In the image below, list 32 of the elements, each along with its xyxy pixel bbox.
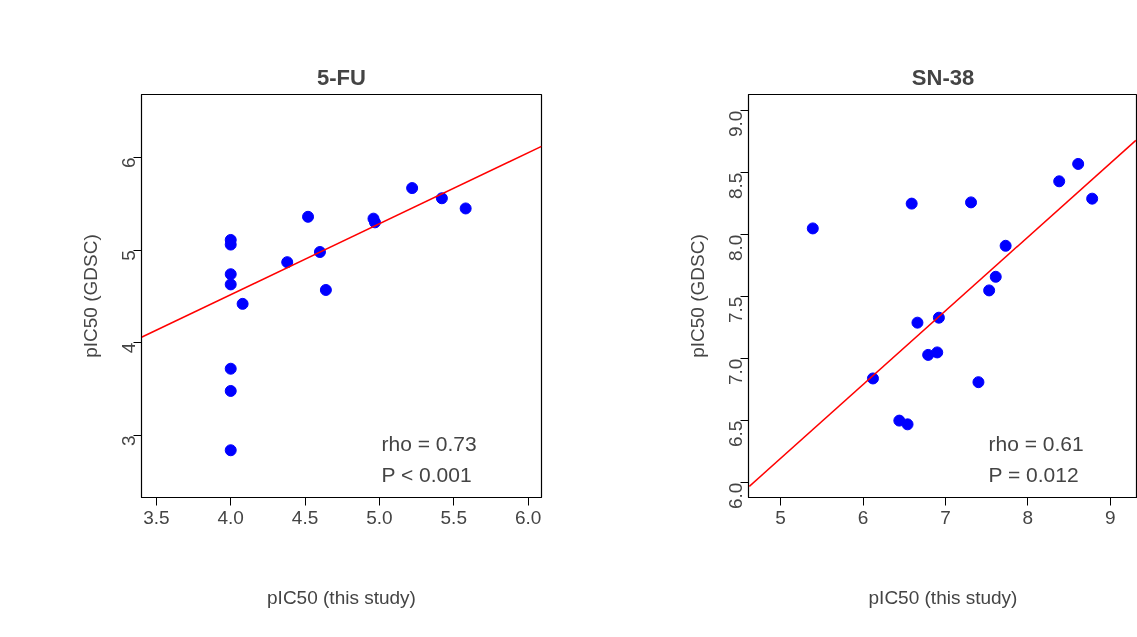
annotation: rho = 0.73 bbox=[381, 431, 477, 455]
chart-title: 5-FU bbox=[317, 64, 366, 90]
x-tick-label: 6.0 bbox=[514, 506, 542, 528]
x-tick-label: 4.0 bbox=[217, 506, 244, 528]
y-tick-label: 8.5 bbox=[725, 172, 746, 200]
y-tick-label: 3 bbox=[118, 435, 139, 446]
x-tick-label: 3.5 bbox=[143, 506, 170, 528]
y-tick-label: 6.0 bbox=[725, 482, 746, 510]
y-tick-label: 4 bbox=[118, 342, 139, 354]
annotation: P = 0.012 bbox=[988, 462, 1079, 486]
y-tick-label: 7.5 bbox=[725, 296, 746, 324]
x-axis-title: pIC50 (this study) bbox=[267, 586, 416, 608]
x-tick-label: 9 bbox=[1105, 506, 1116, 528]
y-tick-label: 6.5 bbox=[725, 420, 746, 448]
y-tick-label: 7.0 bbox=[725, 358, 746, 386]
annotation: rho = 0.61 bbox=[988, 431, 1084, 455]
y-tick-label: 8.0 bbox=[725, 234, 746, 262]
x-tick-label: 7 bbox=[940, 506, 951, 528]
x-tick-label: 5.0 bbox=[366, 506, 393, 528]
x-tick-label: 4.5 bbox=[291, 506, 319, 528]
y-tick-label: 9.0 bbox=[725, 110, 746, 138]
y-axis-title: pIC50 (GDSC) bbox=[79, 234, 101, 358]
x-tick-label: 8 bbox=[1022, 506, 1034, 528]
chart-title: SN-38 bbox=[911, 64, 975, 90]
x-tick-label: 5.5 bbox=[440, 506, 467, 528]
annotation: P < 0.001 bbox=[381, 462, 472, 486]
x-tick-label: 6 bbox=[857, 506, 869, 528]
x-axis-title: pIC50 (this study) bbox=[868, 586, 1018, 608]
y-tick-label: 5 bbox=[118, 250, 139, 261]
x-tick-label: 5 bbox=[775, 506, 786, 528]
y-tick-label: 6 bbox=[118, 157, 139, 169]
y-axis-title: pIC50 (GDSC) bbox=[686, 234, 708, 358]
